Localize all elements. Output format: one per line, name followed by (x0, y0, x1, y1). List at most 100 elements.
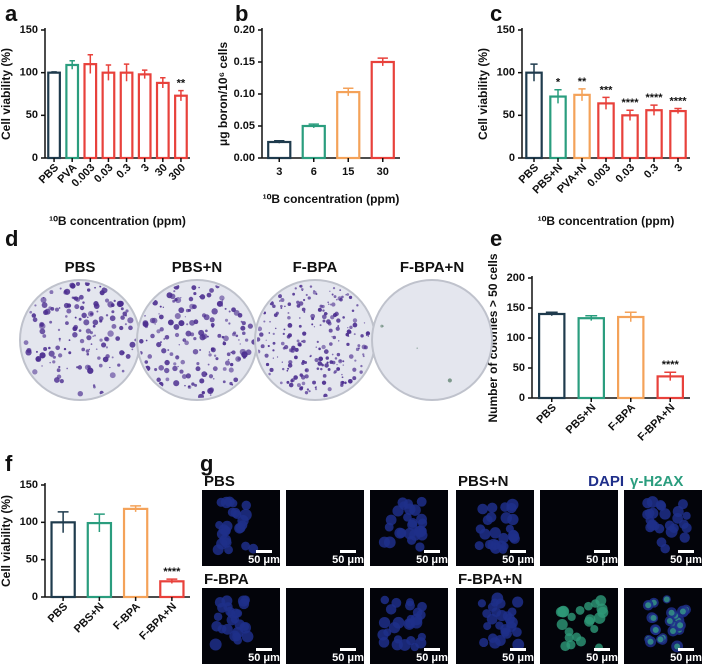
colony (55, 345, 60, 351)
colony (310, 313, 316, 319)
colony (172, 365, 178, 372)
colony (209, 288, 214, 293)
nucleus (237, 520, 248, 530)
colony (105, 346, 109, 349)
nucleus (642, 498, 653, 509)
plate-title: F-BPA (293, 259, 338, 276)
nucleus (682, 511, 691, 520)
colony (178, 320, 185, 327)
error-bar (105, 64, 112, 81)
error-bar (530, 63, 538, 82)
colony (185, 330, 192, 337)
colony (238, 339, 240, 341)
colony (263, 320, 266, 323)
colony (294, 355, 298, 360)
colony (316, 367, 320, 370)
colony (366, 331, 369, 334)
y-tick-label: 0.15 (234, 56, 255, 68)
x-tick-label: 3 (139, 162, 152, 175)
colony (222, 367, 227, 371)
bar (525, 71, 543, 160)
colony (196, 362, 200, 366)
nucleus (398, 639, 411, 651)
scale-bar (594, 550, 610, 553)
colony (313, 289, 315, 292)
colony (68, 339, 71, 342)
colony (329, 303, 332, 306)
foci (677, 622, 684, 629)
y-tick-label: 50 (26, 109, 38, 121)
micrograph (540, 490, 618, 566)
colony (35, 350, 38, 353)
colony (109, 372, 116, 379)
colony (292, 292, 295, 296)
colony (339, 289, 342, 291)
colony (321, 314, 327, 320)
colony (304, 360, 308, 364)
colony (346, 293, 350, 296)
nucleus (216, 538, 228, 550)
colony (280, 304, 283, 308)
colony (58, 353, 63, 358)
foci (650, 615, 657, 622)
x-tick-label: 30 (377, 166, 389, 178)
colony (57, 328, 61, 332)
y-tick-label: 0 (32, 591, 38, 603)
colony (327, 368, 331, 371)
x-tick-label: PBS+N (72, 601, 107, 636)
colony (223, 335, 229, 342)
scale-bar-label: 50 μm (586, 554, 618, 566)
x-tick-label: 0.03 (614, 162, 638, 186)
colony (251, 339, 255, 345)
nucleus (217, 602, 228, 613)
colony (99, 290, 105, 296)
panel-letter: f (5, 451, 13, 476)
colony (74, 304, 80, 310)
y-tick-label: 50 (503, 109, 515, 121)
colony (87, 365, 91, 369)
colony (139, 339, 144, 344)
colony (279, 381, 283, 385)
colony (195, 366, 201, 372)
colony (313, 326, 316, 328)
colony (184, 384, 186, 387)
micrograph (286, 588, 364, 664)
y-axis-label: Number of colonies > 50 cells (486, 253, 500, 422)
colony (265, 362, 270, 367)
scale-bar (594, 648, 610, 651)
colony (191, 382, 195, 386)
colony (299, 386, 303, 391)
nucleus (659, 508, 671, 520)
colony (206, 335, 209, 338)
colony (121, 369, 125, 373)
colony (338, 359, 343, 364)
scale-bar-label: 50 μm (670, 652, 702, 664)
bar (573, 93, 591, 160)
colony (229, 362, 234, 367)
colony (150, 333, 155, 339)
error-bar (650, 104, 658, 116)
colony (199, 348, 202, 351)
error-bar (274, 139, 285, 144)
colony (321, 380, 327, 385)
bar (83, 63, 98, 160)
colony (296, 300, 300, 305)
nucleus (487, 502, 498, 513)
colony (173, 324, 180, 330)
bar (159, 580, 185, 599)
nucleus (408, 518, 418, 528)
foci (663, 596, 670, 603)
foci (591, 599, 600, 608)
colony (144, 360, 149, 364)
nucleus (391, 597, 402, 608)
scale-bar-label: 50 μm (332, 652, 364, 664)
nucleus (414, 525, 427, 538)
colony (191, 285, 197, 291)
panel-letter: d (5, 226, 18, 251)
colony (63, 347, 67, 351)
colony (288, 348, 293, 353)
colony (308, 390, 311, 393)
colony (221, 299, 224, 301)
colony (97, 356, 101, 360)
colony (306, 388, 310, 391)
